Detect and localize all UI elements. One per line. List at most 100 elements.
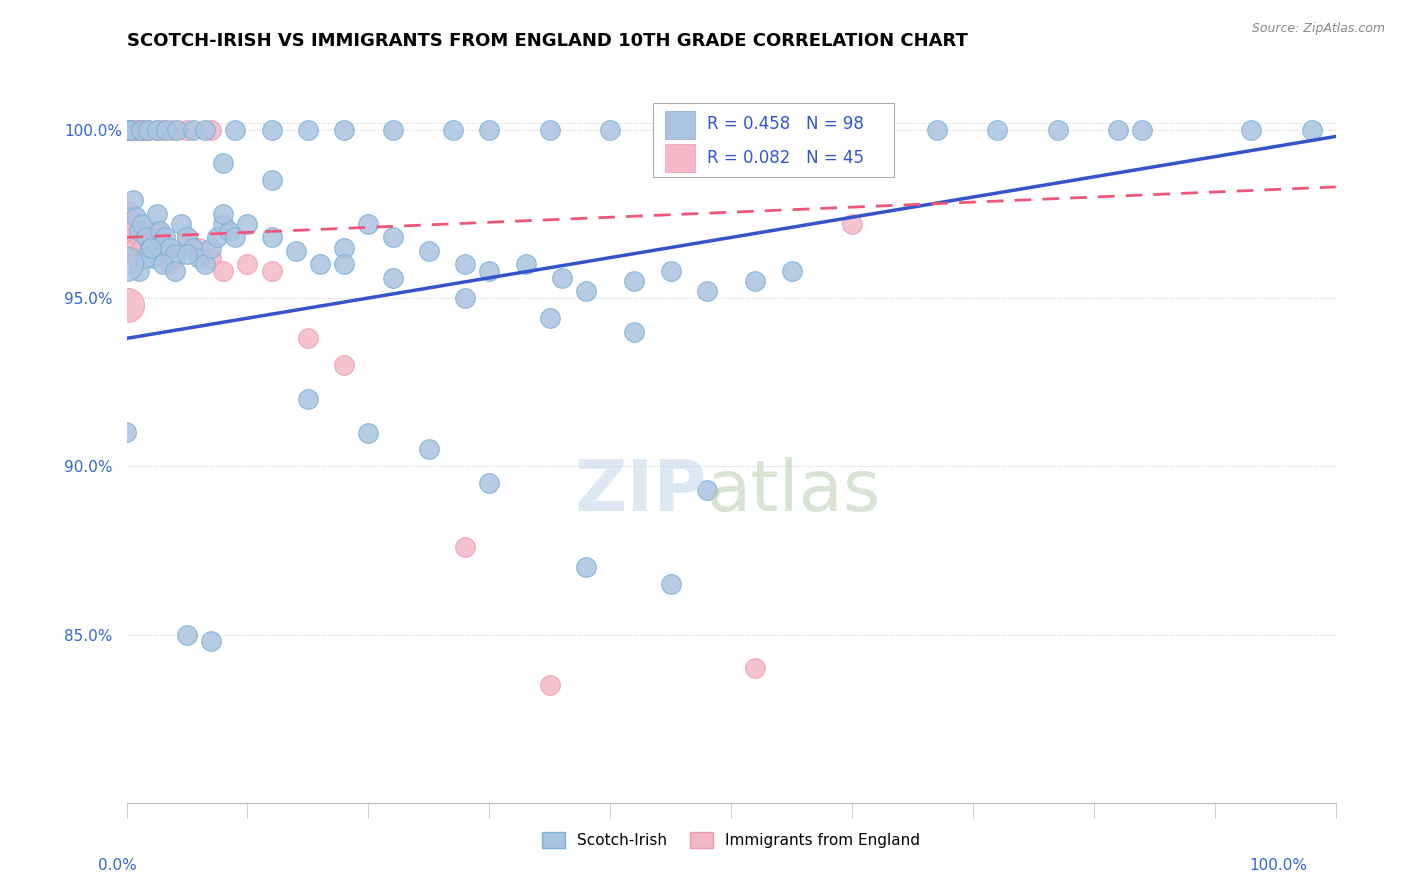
Point: [118, 217, 141, 231]
Point: [575, 285, 598, 299]
Point: [236, 217, 259, 231]
Point: [224, 122, 246, 136]
FancyBboxPatch shape: [665, 111, 695, 138]
Point: [224, 230, 246, 244]
Point: [381, 270, 404, 285]
Point: [236, 257, 259, 271]
Point: [152, 122, 174, 136]
Point: [1301, 122, 1323, 136]
Legend: Scotch-Irish, Immigrants from England: Scotch-Irish, Immigrants from England: [536, 826, 927, 855]
Point: [441, 122, 464, 136]
Point: [121, 230, 143, 244]
Text: 0.0%: 0.0%: [98, 858, 138, 872]
Point: [117, 122, 139, 136]
Point: [260, 264, 283, 278]
Point: [418, 244, 440, 258]
Point: [1046, 122, 1069, 136]
Point: [115, 122, 138, 136]
Point: [744, 661, 766, 675]
Point: [218, 224, 240, 238]
Point: [124, 241, 146, 255]
Point: [297, 392, 319, 406]
Point: [659, 577, 682, 591]
Point: [136, 122, 159, 136]
Point: [357, 425, 380, 440]
Point: [138, 241, 160, 255]
Text: SCOTCH-IRISH VS IMMIGRANTS FROM ENGLAND 10TH GRADE CORRELATION CHART: SCOTCH-IRISH VS IMMIGRANTS FROM ENGLAND …: [127, 32, 967, 50]
Point: [454, 291, 477, 305]
Point: [163, 247, 186, 261]
Point: [780, 264, 803, 278]
Point: [357, 217, 380, 231]
Point: [841, 217, 863, 231]
Point: [146, 207, 169, 221]
Point: [478, 476, 501, 491]
Point: [478, 122, 501, 136]
Point: [297, 331, 319, 345]
Point: [117, 203, 139, 218]
Point: [176, 230, 198, 244]
Point: [136, 230, 159, 244]
Point: [538, 122, 561, 136]
Point: [129, 122, 152, 136]
Text: Source: ZipAtlas.com: Source: ZipAtlas.com: [1251, 22, 1385, 36]
Point: [212, 264, 235, 278]
Point: [297, 122, 319, 136]
Point: [260, 173, 283, 187]
Point: [333, 359, 356, 373]
Point: [138, 244, 160, 258]
Point: [696, 483, 718, 497]
Point: [166, 122, 188, 136]
Point: [176, 627, 198, 641]
Point: [205, 230, 228, 244]
Point: [120, 211, 142, 225]
Point: [744, 274, 766, 288]
Point: [1130, 122, 1153, 136]
Point: [163, 264, 186, 278]
Point: [200, 241, 222, 255]
Point: [200, 122, 222, 136]
Point: [159, 241, 181, 255]
Point: [120, 122, 142, 136]
Point: [538, 678, 561, 692]
Point: [152, 257, 174, 271]
Point: [986, 122, 1008, 136]
Point: [623, 325, 645, 339]
Point: [118, 122, 141, 136]
Point: [454, 540, 477, 554]
Point: [131, 241, 153, 255]
Point: [155, 244, 177, 258]
Point: [170, 217, 193, 231]
Text: ZIP: ZIP: [575, 458, 707, 526]
Point: [212, 156, 235, 170]
Text: R = 0.082   N = 45: R = 0.082 N = 45: [707, 149, 863, 167]
Point: [162, 122, 184, 136]
Point: [176, 122, 198, 136]
Point: [659, 122, 682, 136]
Point: [817, 122, 839, 136]
Point: [381, 122, 404, 136]
Point: [120, 224, 142, 238]
Point: [125, 211, 148, 225]
Point: [551, 270, 574, 285]
Point: [117, 122, 139, 136]
Point: [696, 285, 718, 299]
Point: [118, 122, 141, 136]
Point: [155, 122, 177, 136]
Point: [115, 298, 138, 312]
FancyBboxPatch shape: [652, 103, 894, 178]
Point: [120, 122, 142, 136]
Point: [181, 241, 204, 255]
Point: [188, 241, 211, 255]
Point: [1240, 122, 1263, 136]
Point: [515, 257, 537, 271]
Point: [418, 442, 440, 457]
Point: [146, 224, 169, 238]
Point: [131, 217, 153, 231]
Text: R = 0.458   N = 98: R = 0.458 N = 98: [707, 115, 863, 133]
Point: [135, 230, 157, 244]
Point: [538, 311, 561, 326]
Point: [659, 264, 682, 278]
Point: [194, 122, 217, 136]
Point: [200, 251, 222, 265]
